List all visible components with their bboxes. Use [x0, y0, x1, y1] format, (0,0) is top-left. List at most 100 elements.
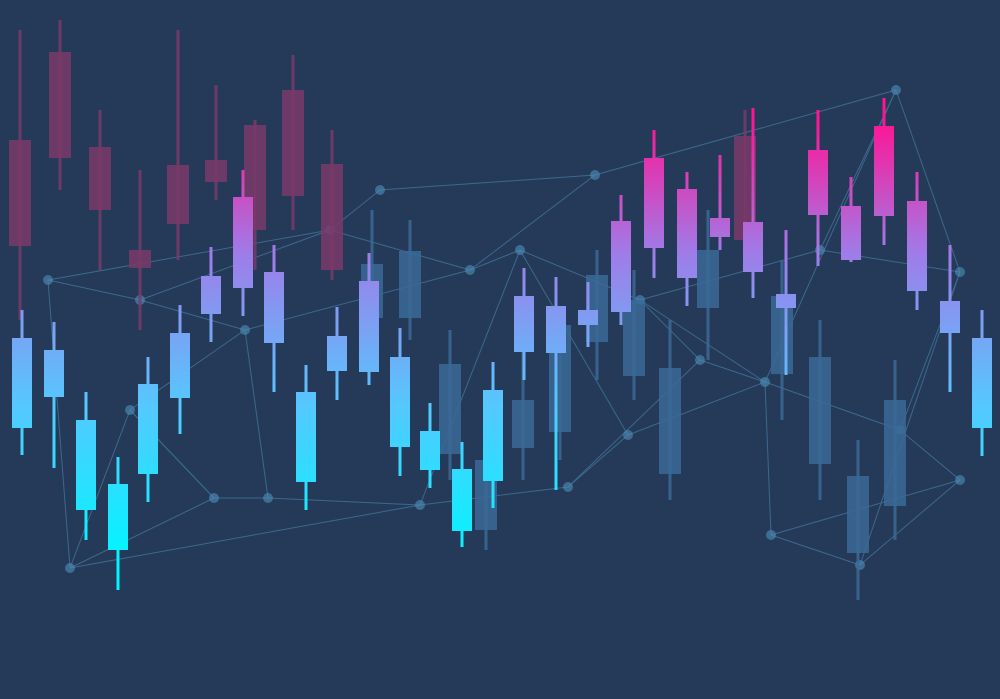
front-candle-body: [201, 276, 221, 314]
front-candle-body: [611, 221, 631, 312]
front-candle-wick: [751, 108, 755, 298]
mesh-line: [469, 249, 521, 271]
mesh-line: [764, 381, 772, 536]
front-candle-body: [170, 333, 190, 398]
mesh-line: [69, 409, 131, 569]
front-candles: [12, 98, 992, 590]
front-candle-body: [743, 222, 763, 272]
front-candle-body: [359, 281, 379, 372]
back-candle-body: [439, 364, 461, 454]
mesh-line: [267, 497, 421, 506]
mesh-line: [69, 497, 215, 569]
mesh-line: [519, 249, 629, 436]
front-candle-body: [138, 384, 158, 474]
back-candle-body: [167, 165, 189, 224]
back-candle-body: [282, 90, 304, 196]
front-candle-body: [390, 357, 410, 447]
mesh-line: [47, 279, 71, 569]
mesh-line: [859, 479, 961, 566]
back-candle-body: [809, 357, 831, 464]
mesh-node: [465, 265, 475, 275]
mesh-line: [47, 279, 141, 301]
mesh-line: [469, 174, 596, 271]
back-candle-body: [512, 400, 534, 448]
front-candle-body: [264, 272, 284, 343]
back-candle-wick: [176, 30, 180, 260]
mesh-node: [563, 482, 573, 492]
front-candle-body: [710, 218, 730, 237]
mesh-node: [43, 275, 53, 285]
front-candle-body: [972, 338, 992, 428]
front-candle-body: [76, 420, 96, 510]
back-candle-body: [399, 251, 421, 318]
back-candle-body: [697, 250, 719, 308]
front-candle-body: [677, 189, 697, 278]
front-candle-body: [44, 350, 64, 397]
mesh-node: [125, 405, 135, 415]
mesh-node: [623, 430, 633, 440]
mesh-line: [139, 299, 246, 331]
front-candle-body: [108, 484, 128, 550]
back-candle-body: [205, 160, 227, 182]
mesh-node: [415, 500, 425, 510]
back-candle-body: [884, 400, 906, 506]
front-candle-body: [233, 197, 253, 288]
back-candle-body: [321, 164, 343, 270]
mesh-line: [244, 329, 269, 499]
back-candle-body: [847, 476, 869, 553]
front-candle-body: [483, 390, 503, 481]
front-candle-wick: [718, 155, 722, 250]
mesh-node: [240, 325, 250, 335]
back-candle-body: [49, 52, 71, 158]
front-candle-body: [12, 338, 32, 428]
mesh-node: [766, 530, 776, 540]
mesh-node: [891, 85, 901, 95]
back-candle-wick: [214, 85, 218, 200]
mesh-node: [65, 563, 75, 573]
front-candle-body: [546, 306, 566, 353]
mesh-line: [639, 249, 821, 301]
front-candle-body: [327, 336, 347, 371]
mesh-line: [639, 299, 766, 383]
mesh-node: [263, 493, 273, 503]
mesh-line: [699, 359, 766, 383]
mesh-node: [375, 185, 385, 195]
front-candle-wick: [554, 277, 558, 490]
mesh-line: [69, 504, 421, 569]
back-candle-body: [623, 300, 645, 376]
front-candle-body: [514, 296, 534, 352]
mesh-line: [770, 534, 861, 566]
mesh-node: [515, 245, 525, 255]
mesh-line: [329, 229, 471, 271]
mesh-node: [695, 355, 705, 365]
back-candle-wick: [521, 300, 525, 480]
front-candle-body: [452, 469, 472, 531]
front-candle-body: [578, 310, 598, 325]
back-candle-body: [89, 147, 111, 210]
back-candles: [9, 20, 906, 600]
mesh-node: [209, 493, 219, 503]
mesh-node: [590, 170, 600, 180]
mesh-node: [955, 475, 965, 485]
mesh-node: [760, 377, 770, 387]
mesh-line: [764, 381, 901, 431]
front-candle-body: [874, 126, 894, 216]
back-candle-body: [129, 250, 151, 268]
mesh-line: [567, 434, 629, 488]
mesh-line: [895, 89, 961, 273]
mesh-line: [47, 229, 331, 281]
front-candle-body: [808, 150, 828, 215]
back-candle-body: [9, 140, 31, 246]
back-candle-body: [586, 275, 608, 342]
back-candle-body: [734, 136, 756, 240]
mesh-line: [899, 429, 961, 481]
front-candle-body: [644, 158, 664, 248]
mesh-line: [627, 381, 766, 436]
mesh-node: [955, 267, 965, 277]
front-candle-body: [776, 294, 796, 308]
front-candle-body: [420, 431, 440, 470]
front-candle-body: [296, 392, 316, 482]
mesh-line: [379, 174, 596, 191]
